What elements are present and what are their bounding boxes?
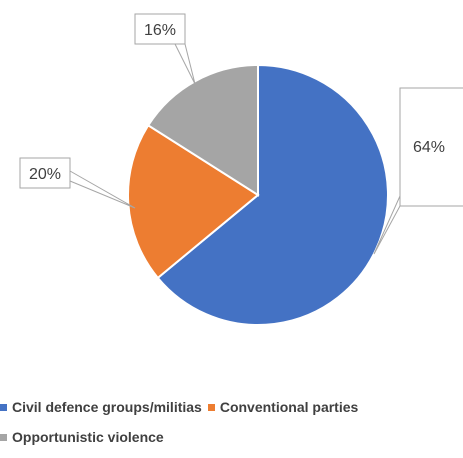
callout-pointer-conventional-parties: [69, 170, 136, 209]
legend-swatch-civil-defence: [0, 403, 7, 411]
legend-item-civil-defence[interactable]: Civil defence groups/militias: [0, 399, 202, 415]
legend-item-opportunistic-violence[interactable]: Opportunistic violence: [0, 429, 164, 445]
callout-pointer-civil-defence: [373, 195, 401, 255]
data-label-opportunistic-violence: 16%: [134, 13, 196, 85]
legend-label-opportunistic-violence: Opportunistic violence: [12, 429, 164, 445]
legend-label-civil-defence: Civil defence groups/militias: [12, 399, 202, 415]
data-label-callouts: 64% 20% 16%: [19, 13, 463, 255]
legend-row-1: Civil defence groups/militias Convention…: [0, 396, 364, 418]
legend-label-conventional-parties: Conventional parties: [219, 399, 359, 415]
callout-pointer-opportunistic-violence: [174, 43, 196, 85]
callout-box-opportunistic-violence: [134, 13, 186, 45]
data-label-text-opportunistic-violence: 16%: [144, 22, 176, 39]
legend-swatch-conventional-parties: [207, 403, 215, 411]
pie-slice-conventional-parties[interactable]: [127, 123, 260, 280]
pie-chart-svg: 64% 20% 16%: [19, 13, 463, 326]
data-label-text-conventional-parties: 20%: [29, 166, 61, 183]
legend-row-2: Opportunistic violence: [0, 426, 170, 448]
callout-box-conventional-parties: [19, 157, 71, 189]
pie-slices: [127, 63, 389, 326]
pie-slice-opportunistic-violence[interactable]: [146, 63, 259, 197]
legend-item-conventional-parties[interactable]: Conventional parties: [207, 399, 359, 415]
callout-box-civil-defence: [399, 87, 463, 207]
data-label-civil-defence: 64%: [373, 87, 463, 255]
data-label-text-civil-defence: 64%: [413, 139, 445, 156]
legend-swatch-opportunistic-violence: [0, 433, 7, 441]
data-label-conventional-parties: 20%: [19, 157, 136, 209]
